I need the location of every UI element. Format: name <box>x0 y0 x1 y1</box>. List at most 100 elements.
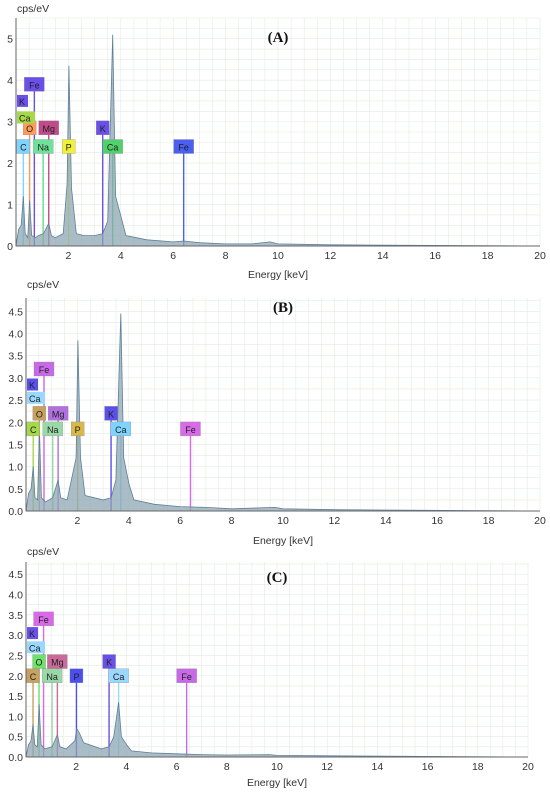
y-tick-label: 1.5 <box>8 439 23 451</box>
element-tag-o <box>32 654 46 669</box>
x-tick-label: 6 <box>177 515 183 527</box>
element-tag-mg <box>47 406 69 421</box>
x-tick-label: 4 <box>126 515 132 527</box>
element-tag-c <box>16 139 30 154</box>
element-tag-na <box>42 421 63 437</box>
spectrum-panel-a: C O Fe Na Mg P K Ca Fe K Ca 2 4 6 8 10 12 14 16 18 20 0 1 2 3 4 5 c… <box>0 0 550 282</box>
element-tag-text: Fe <box>181 672 192 682</box>
x-tick-label: 14 <box>380 515 392 527</box>
spectrum-area <box>25 313 541 512</box>
panel-label: (B) <box>273 300 293 316</box>
y-tick-label: 2.0 <box>8 671 23 683</box>
element-tag-text: Na <box>47 425 59 435</box>
element-tag-text: P <box>66 143 72 153</box>
element-tag-text: C <box>30 672 37 682</box>
x-tick-label: 2 <box>65 250 71 262</box>
element-tag-p <box>62 139 76 154</box>
element-tag-text: Ca <box>107 143 119 153</box>
x-tick-label: 2 <box>73 761 79 773</box>
x-tick-label: 8 <box>224 761 230 773</box>
y-tick-label: 4.5 <box>8 569 23 581</box>
x-tick-label: 16 <box>431 515 443 527</box>
side-tag-k <box>27 627 38 640</box>
element-tag-fe <box>173 139 194 154</box>
element-tag-text: K <box>108 409 114 419</box>
element-tag-text: Na <box>37 143 49 153</box>
x-axis-label: Energy [keV] <box>253 535 313 547</box>
x-tick-label: 20 <box>522 761 534 773</box>
x-tick-label: 18 <box>483 515 495 527</box>
side-tag-text: Ca <box>19 113 31 123</box>
element-tag-p <box>71 421 85 437</box>
x-tick-label: 16 <box>422 761 434 773</box>
element-tag-ca <box>102 139 123 154</box>
x-tick-label: 4 <box>123 761 129 773</box>
x-axis-label: Energy [keV] <box>247 777 307 789</box>
element-tag-k <box>102 654 116 669</box>
x-tick-label: 6 <box>174 761 180 773</box>
y-tick-label: 5 <box>7 34 13 46</box>
element-tag-ca <box>110 421 131 437</box>
element-tag-text: P <box>75 425 81 435</box>
y-tick-label: 0.0 <box>8 752 23 764</box>
element-tag-text: Fe <box>185 425 196 435</box>
y-tick-label: 4 <box>7 75 13 87</box>
y-tick-label: 3.0 <box>8 630 23 642</box>
element-tag-text: P <box>73 672 79 682</box>
x-tick-label: 18 <box>472 761 484 773</box>
y-tick-label: 2.5 <box>8 650 23 662</box>
y-tick-label: 2.0 <box>8 417 23 429</box>
y-tick-label: 3.5 <box>8 351 23 363</box>
element-tag-o <box>32 406 47 421</box>
x-tick-label: 16 <box>429 250 441 262</box>
spectrum-area <box>15 34 541 247</box>
y-tick-label: 4.5 <box>8 306 23 318</box>
x-tick-label: 8 <box>223 250 229 262</box>
element-tag-fe <box>33 611 54 627</box>
element-tag-text: K <box>100 124 106 134</box>
element-tag-text: Na <box>46 672 58 682</box>
side-tag-text: K <box>29 629 35 639</box>
x-tick-label: 20 <box>534 515 546 527</box>
x-axis-label: Energy [keV] <box>248 269 308 281</box>
y-tick-label: 1 <box>7 200 13 212</box>
element-tag-text: O <box>36 409 43 419</box>
y-tick-label: 2 <box>7 158 13 170</box>
x-tick-label: 14 <box>377 250 389 262</box>
element-tag-text: Fe <box>39 365 50 375</box>
element-tag-k <box>104 406 118 421</box>
element-tag-text: Fe <box>29 80 40 90</box>
x-tick-label: 12 <box>321 761 333 773</box>
y-tick-label: 0 <box>7 241 13 253</box>
spectrum-panel-b: C O Fe Na Mg P K Ca Fe K Ca 2 4 6 8 10 12 14 16 18 20 0.0 0.5 1… <box>0 276 550 550</box>
x-tick-label: 10 <box>271 761 283 773</box>
element-tag-text: Fe <box>38 615 49 625</box>
y-tick-label: 1.0 <box>8 711 23 723</box>
x-tick-label: 10 <box>272 250 284 262</box>
side-tag-ca <box>27 391 45 404</box>
spectrum-area <box>25 702 529 758</box>
y-tick-label: 4.0 <box>8 329 23 341</box>
element-tag-text: K <box>106 658 112 668</box>
element-tag-mg <box>47 654 68 669</box>
element-tag-fe <box>24 77 45 92</box>
element-tag-p <box>69 668 84 683</box>
panel-label: (A) <box>268 30 289 46</box>
x-tick-label: 8 <box>229 515 235 527</box>
element-tag-mg <box>38 120 59 136</box>
side-tag-text: Ca <box>29 643 41 653</box>
element-tag-text: Mg <box>51 658 64 668</box>
side-tag-k <box>27 378 38 391</box>
y-tick-label: 0.0 <box>8 506 23 518</box>
panel-label: (C) <box>267 570 288 586</box>
y-axis-label: cps/eV <box>27 546 59 558</box>
y-tick-label: 0.5 <box>8 732 23 744</box>
element-tag-fe <box>33 361 55 377</box>
y-tick-label: 2.5 <box>8 395 23 407</box>
element-tag-fe <box>180 421 201 437</box>
x-tick-label: 10 <box>277 515 289 527</box>
y-axis-label: cps/eV <box>17 3 49 15</box>
element-tag-na <box>33 139 54 154</box>
side-tag-ca <box>17 111 35 124</box>
